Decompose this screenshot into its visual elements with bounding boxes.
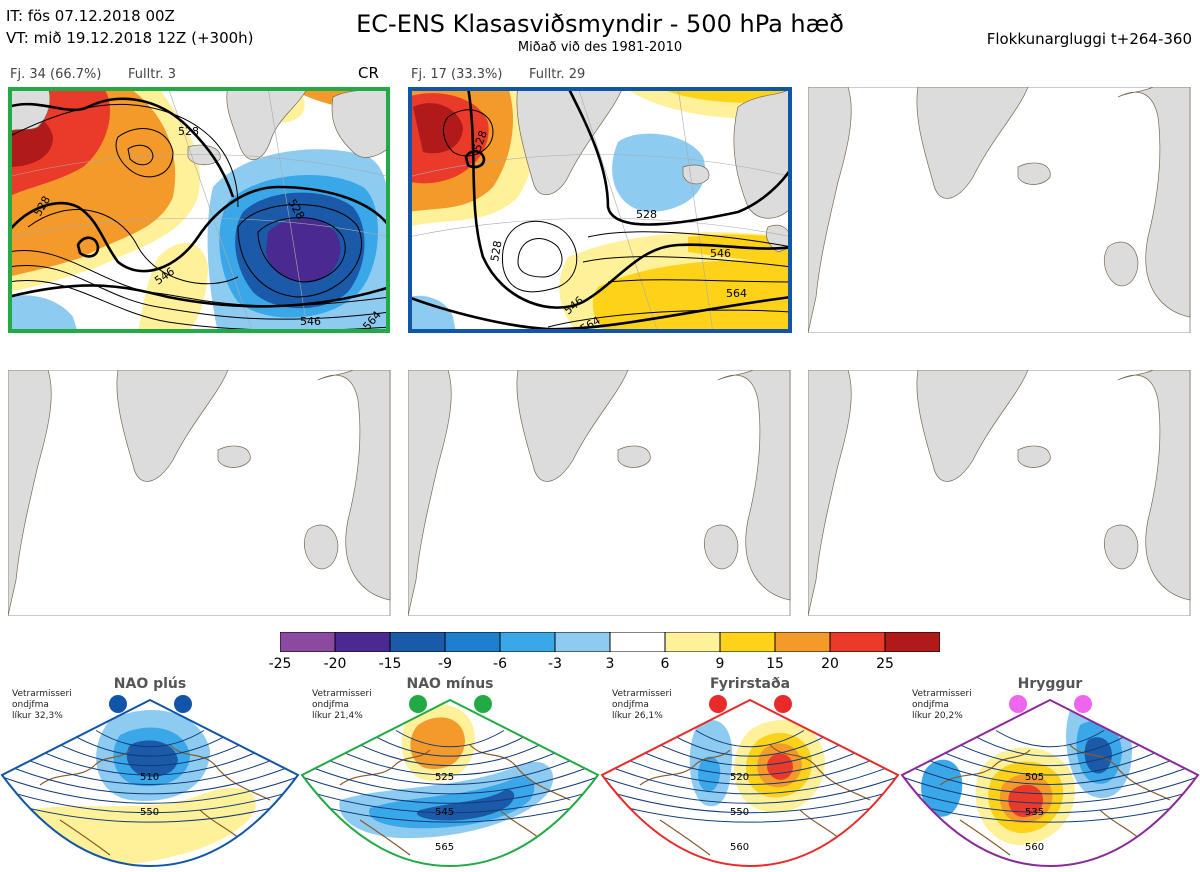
regime-stat-line: líkur 32,3% — [12, 711, 63, 721]
regime-map: 510 550 — [0, 690, 300, 872]
colorbar-swatch — [334, 631, 391, 653]
contour-label: 564 — [726, 287, 747, 300]
regime-contour-label: 520 — [730, 772, 749, 783]
cluster-1-regime-code: CR — [358, 64, 379, 82]
colorbar-tick-label: 25 — [876, 656, 894, 672]
init-time: IT: fös 07.12.2018 00Z — [6, 7, 175, 25]
regime-contour-label: 545 — [435, 807, 454, 818]
valid-time: VT: mið 19.12.2018 12Z (+300h) — [6, 29, 254, 47]
contour-label: 546 — [710, 247, 731, 260]
regime-statistics: Vetrarmisseri ondjfma líkur 26,1% — [612, 689, 672, 722]
regime-stat-line: ondjfma — [12, 700, 49, 710]
regime-marker-dot — [709, 695, 727, 713]
colorbar-swatch — [884, 631, 941, 653]
regime-border — [600, 698, 900, 868]
regime-contour-label: 535 — [1025, 807, 1044, 818]
regime-stat-line: líkur 21,4% — [312, 711, 363, 721]
cluster-6-map — [808, 370, 1192, 616]
colorbar-tick-label: -3 — [548, 656, 562, 672]
colorbar-swatch — [389, 631, 446, 653]
regime-stat-line: ondjfma — [912, 700, 949, 710]
regime-contour-label: 525 — [435, 772, 454, 783]
regime-stat-line: ondjfma — [612, 700, 649, 710]
contour-label: 528 — [636, 208, 657, 221]
regime-contour-label: 510 — [140, 772, 159, 783]
regime-map: 520 550 560 — [600, 690, 900, 872]
colorbar-tick-label: -6 — [493, 656, 507, 672]
regime-contour-label: 560 — [730, 842, 749, 853]
regime-border — [300, 698, 600, 868]
regime-stat-line: líkur 26,1% — [612, 711, 663, 721]
contour-label: 528 — [488, 240, 504, 263]
colorbar-tick-label: 9 — [715, 656, 725, 672]
cluster-4-map — [8, 370, 392, 616]
colorbar-tick-label: -9 — [438, 656, 452, 672]
regime-map: 505 535 560 — [900, 690, 1200, 872]
regime-contour-label: 560 — [1025, 842, 1044, 853]
cluster-5-map — [408, 370, 792, 616]
regime-marker-dot — [174, 695, 192, 713]
cluster-3-map — [808, 87, 1192, 333]
run-info: IT: fös 07.12.2018 00Z VT: mið 19.12.201… — [6, 5, 254, 49]
colorbar — [279, 631, 941, 653]
regime-stat-line: Vetrarmisseri — [12, 689, 72, 699]
contour-label: 528 — [178, 125, 199, 138]
regime-name: NAO plús — [113, 676, 187, 692]
cluster-2-representative: Fulltr. 29 — [529, 67, 586, 82]
regime-contour-label: 550 — [730, 807, 749, 818]
regime-border — [0, 698, 300, 868]
cluster-2-map: 528 528 528 546 546 564 564 — [408, 87, 792, 333]
cluster-1-members: Fj. 34 (66.7%) — [10, 67, 102, 82]
colorbar-swatch — [609, 631, 666, 653]
regime-marker-dot — [474, 695, 492, 713]
colorbar-tick-label: -20 — [323, 656, 347, 672]
cluster-1-representative: Fulltr. 3 — [128, 67, 177, 82]
regime-stat-line: Vetrarmisseri — [912, 689, 972, 699]
regime-name: NAO mínus — [406, 676, 494, 692]
regime-map: 525 545 565 — [300, 690, 600, 872]
colorbar-tick-label: 6 — [660, 656, 670, 672]
regime-stat-line: ondjfma — [312, 700, 349, 710]
page-subtitle: Miðað við des 1981-2010 — [517, 40, 683, 55]
regime-statistics: Vetrarmisseri ondjfma líkur 32,3% — [12, 689, 72, 722]
regime-statistics: Vetrarmisseri ondjfma líkur 20,2% — [912, 689, 972, 722]
colorbar-tick-label: 20 — [821, 656, 839, 672]
regime-statistics: Vetrarmisseri ondjfma líkur 21,4% — [312, 689, 372, 722]
colorbar-swatch — [279, 631, 336, 653]
regime-contour-label: 505 — [1025, 772, 1044, 783]
colorbar-tick-label: 3 — [605, 656, 615, 672]
regime-marker-dot — [1074, 695, 1092, 713]
colorbar-swatch — [499, 631, 556, 653]
colorbar-swatch — [829, 631, 886, 653]
cluster-window: Flokkunargluggi t+264-360 — [986, 30, 1192, 48]
page-title: EC-ENS Klasasviðsmyndir - 500 hPa hæð — [356, 10, 844, 38]
regime-contour-label: 550 — [140, 807, 159, 818]
colorbar-swatch — [774, 631, 831, 653]
cluster-2-members: Fj. 17 (33.3%) — [411, 67, 503, 82]
regime-marker-dot — [1009, 695, 1027, 713]
colorbar-tick-label: -15 — [378, 656, 402, 672]
colorbar-swatch — [554, 631, 611, 653]
regime-marker-dot — [774, 695, 792, 713]
regime-name: Fyrirstaða — [709, 676, 791, 692]
regime-stat-line: Vetrarmisseri — [312, 689, 372, 699]
colorbar-swatch — [664, 631, 721, 653]
cluster-1-map: 528 528 528 546 546 564 — [8, 87, 390, 333]
regime-name: Hryggur — [1017, 676, 1083, 692]
contour-label: 546 — [300, 315, 321, 328]
colorbar-swatch — [719, 631, 776, 653]
regime-border — [900, 698, 1200, 868]
regime-marker-dot — [109, 695, 127, 713]
colorbar-swatch — [444, 631, 501, 653]
colorbar-tick-label: 15 — [766, 656, 784, 672]
cluster-1-border — [8, 87, 390, 333]
cluster-2-border — [408, 87, 792, 333]
colorbar-tick-label: -25 — [268, 656, 292, 672]
regime-contour-label: 565 — [435, 842, 454, 853]
regime-stat-line: Vetrarmisseri — [612, 689, 672, 699]
regime-stat-line: líkur 20,2% — [912, 711, 963, 721]
regime-marker-dot — [409, 695, 427, 713]
